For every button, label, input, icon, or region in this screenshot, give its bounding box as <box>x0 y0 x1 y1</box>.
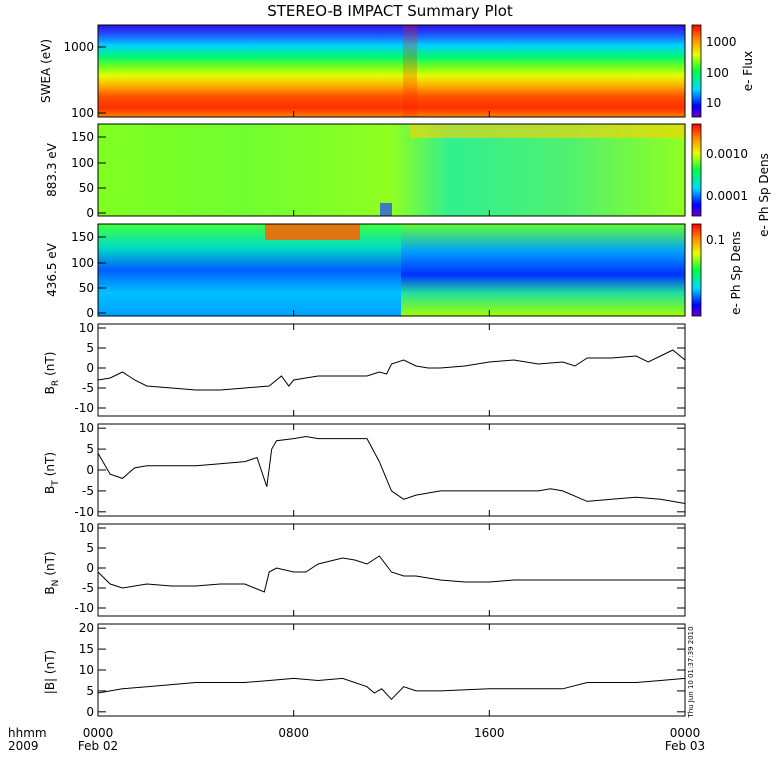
bn-ytick-label: -10 <box>74 601 94 615</box>
heatmap-436-frame <box>97 223 686 317</box>
swea-colorbar-tick: 10 <box>706 96 721 110</box>
heatmap-436-ytick-label: 100 <box>71 256 94 270</box>
heatmap-883-yticks: 150 100 50 0 <box>71 130 106 220</box>
x-row2-label: Feb 02 <box>78 739 118 753</box>
swea-colorbar-tick: 100 <box>706 66 729 80</box>
bt-ytick-label: -5 <box>82 484 94 498</box>
heatmap-883-colorbar-tick: 0.0001 <box>706 189 748 203</box>
bt-ylabel-main: B <box>43 486 57 494</box>
panel-swea: 1000 100 SWEA (eV) 1000 100 10 e- Flux <box>39 24 755 120</box>
heatmap-436-yticks: 150 100 50 0 <box>71 230 106 320</box>
swea-colorbar-tick: 1000 <box>706 35 737 49</box>
bt-ylabel: BT (nT) <box>43 452 61 494</box>
bt-ytick-label: 5 <box>86 442 94 456</box>
timestamp-label: Thu Jun 10 01:37:39 2010 <box>687 626 695 718</box>
swea-colorbar <box>691 24 702 118</box>
swea-yticks: 1000 100 <box>63 40 106 120</box>
bt-ytick-label: 10 <box>79 421 94 435</box>
x-row1-label: 0000 <box>670 726 701 740</box>
heatmap-436-colorbar-tick: 0.1 <box>706 233 725 247</box>
heatmap-436-colorbar-label: e- Ph Sp Dens <box>729 231 743 315</box>
bmag-ytick-label: 20 <box>79 621 94 635</box>
swea-ylabel: SWEA (eV) <box>39 39 53 103</box>
x-row1-label: 1600 <box>474 726 505 740</box>
br-ytick-label: 5 <box>86 341 94 355</box>
br-ylabel: BR (nT) <box>43 352 61 395</box>
swea-bright-band <box>403 25 417 117</box>
br-ytick-label: -10 <box>74 401 94 415</box>
bmag-frame <box>97 623 686 717</box>
bmag-ytick-label: 10 <box>79 663 94 677</box>
bt-ytick-label: 0 <box>86 463 94 477</box>
heatmap-883-colorbar-label: e- Ph Sp Dens <box>757 153 771 237</box>
bmag-series-line <box>97 677 686 701</box>
bn-ylabel-main: B <box>43 586 57 594</box>
heatmap-436-colorbar <box>691 223 702 317</box>
bmag-ytick-label: 15 <box>79 642 94 656</box>
bn-ytick-label: 10 <box>79 521 94 535</box>
heatmap-883-ytick-label: 150 <box>71 130 94 144</box>
heatmap-883-top-band <box>410 124 685 138</box>
bn-series-line <box>97 555 685 593</box>
bt-ylabel-unit: (nT) <box>43 452 57 476</box>
bt-ylabel-sub: T <box>51 480 61 487</box>
heatmap-436-ytick-label: 0 <box>86 306 94 320</box>
bn-frame <box>97 523 686 617</box>
heatmap-883-ytick-label: 50 <box>79 181 94 195</box>
br-ytick-label: -5 <box>82 381 94 395</box>
figure-title: STEREO-B IMPACT Summary Plot <box>267 2 513 20</box>
heatmap-883-ytick-label: 0 <box>86 206 94 220</box>
bn-ylabel: BN (nT) <box>43 551 61 594</box>
panel-436: 150 100 50 0 436.5 eV 0.1 e- Ph Sp Dens <box>45 223 743 320</box>
x-row1-label: 0800 <box>278 726 309 740</box>
heatmap-436-ytick-label: 50 <box>79 281 94 295</box>
br-ytick-label: 0 <box>86 361 94 375</box>
bt-series-line <box>97 435 686 504</box>
x-row1-label: hhmm <box>8 726 47 740</box>
heatmap-883-colorbar <box>691 123 702 217</box>
br-ylabel-sub: R <box>51 380 61 386</box>
swea-ytick-label: 100 <box>71 106 94 120</box>
heatmap-883-ytick-label: 100 <box>71 156 94 170</box>
x-axis-labels: hhmm 0000 0800 1600 0000 2009 Feb 02 Feb… <box>8 726 705 753</box>
panel-883: 150 100 50 0 883.3 eV 0.0010 0.0001 e- P… <box>45 123 771 237</box>
br-ytick-label: 10 <box>79 321 94 335</box>
bt-frame <box>97 423 686 517</box>
bt-ytick-label: -10 <box>74 505 94 519</box>
heatmap-436-fill-right <box>401 224 685 316</box>
heatmap-436-ylabel: 436.5 eV <box>45 242 59 297</box>
heatmap-883-dip <box>380 203 392 216</box>
br-ylabel-unit: (nT) <box>43 352 57 376</box>
heatmap-883-ylabel: 883.3 eV <box>45 142 59 197</box>
bmag-ylabel: |B| (nT) <box>43 650 57 694</box>
line-panel-labels: BR(nT) BT(nT) BN(nT) |B| (nT) <box>43 352 61 695</box>
heatmap-883-fill <box>98 124 685 216</box>
x-row2-label: Feb 03 <box>665 739 705 753</box>
x-row2-label: 2009 <box>8 739 39 753</box>
bn-ylabel-unit: (nT) <box>43 551 57 575</box>
heatmap-436-ytick-label: 150 <box>71 230 94 244</box>
br-frame <box>97 323 686 417</box>
bmag-ytick-label: 5 <box>86 684 94 698</box>
bn-ytick-label: 0 <box>86 561 94 575</box>
bmag-ytick-label: 0 <box>86 705 94 719</box>
swea-frame <box>97 24 686 118</box>
bn-ytick-label: -5 <box>82 581 94 595</box>
heatmap-883-colorbar-tick: 0.0010 <box>706 147 748 161</box>
heatmap-883-frame <box>97 123 686 217</box>
heatmap-436-red-band <box>265 224 360 240</box>
swea-ytick-label: 1000 <box>63 40 94 54</box>
x-row1-label: 0000 <box>83 726 114 740</box>
bn-ylabel-sub: N <box>51 580 61 587</box>
swea-heatmap-fill <box>98 25 685 117</box>
bn-ytick-label: 5 <box>86 541 94 555</box>
swea-colorbar-label: e- Flux <box>741 51 755 91</box>
br-ylabel-main: B <box>43 386 57 394</box>
br-series-line <box>97 349 686 391</box>
